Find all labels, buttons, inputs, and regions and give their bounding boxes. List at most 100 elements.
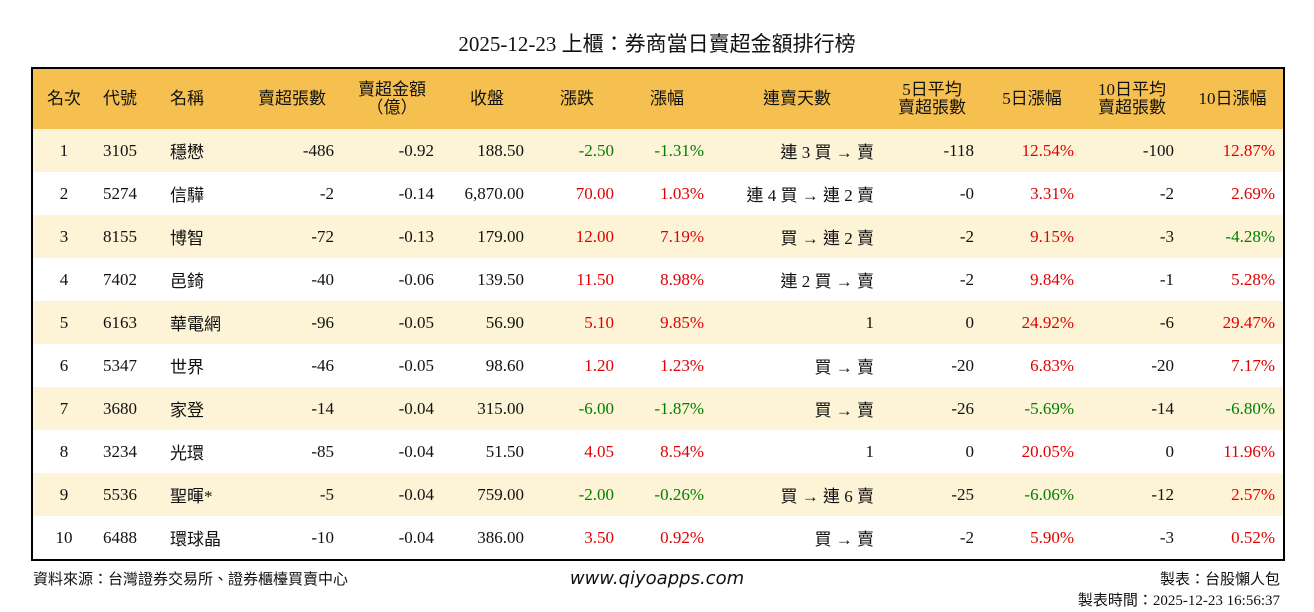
- table-cell: 連 4 買 → 連 2 賣: [746, 186, 875, 205]
- table-cell: -0.06: [398, 269, 434, 289]
- table-cell: -0.04: [398, 441, 434, 461]
- table-body: 1 3105 穩懋 -486 -0.92 188.50 -2.50 -1.31% 連 3 買 →…: [32, 129, 1284, 560]
- table-cell: 4: [59, 269, 69, 289]
- table-cell: 3: [32, 215, 95, 258]
- table-cell: 315.00: [442, 387, 532, 430]
- table-cell: 7402: [103, 269, 137, 289]
- table-cell: 24.92%: [982, 301, 1082, 344]
- table-cell: 0: [882, 301, 982, 344]
- header-line: 5日漲幅: [1002, 89, 1062, 108]
- header-cell: 10日平均 賣超張數: [1082, 68, 1182, 129]
- table-cell: -2.50: [532, 129, 622, 172]
- table-cell: 買 → 連 6 賣: [712, 473, 882, 516]
- table-cell: -100: [1082, 129, 1182, 172]
- table-cell: 51.50: [485, 441, 524, 461]
- table-cell: 連 3 買 → 賣: [712, 129, 882, 172]
- table-row: 7 3680 家登 -14 -0.04 315.00 -6.00 -1.87% 買 → 賣 -26…: [32, 387, 1284, 430]
- table-cell: -0: [959, 183, 974, 203]
- ranking-table: 名次 代號 名稱 賣超張數 賣超金額 （億） 收盤 漲跌 漲幅 連賣天數 5日平均 賣超張數 5日漲幅 1…: [31, 67, 1285, 561]
- table-cell: 5347: [103, 355, 137, 375]
- table-cell: -14: [242, 387, 342, 430]
- table-cell: -14: [1082, 387, 1182, 430]
- table-cell: -5: [242, 473, 342, 516]
- table-cell: 買 → 連 2 賣: [712, 215, 882, 258]
- header-line: 連賣天數: [763, 89, 831, 108]
- table-cell: -26: [882, 387, 982, 430]
- site: www.qiyoapps.com: [569, 568, 745, 589]
- table-row: 9 5536 聖暉* -5 -0.04 759.00 -2.00 -0.26% 買 → 連 6 …: [32, 473, 1284, 516]
- header-line: （億）: [366, 98, 418, 117]
- table-cell: -12: [1082, 473, 1182, 516]
- table-cell: 家登: [162, 387, 242, 430]
- header-cell: 5日平均 賣超張數: [882, 68, 982, 129]
- table-cell: 98.60: [485, 355, 524, 375]
- table-cell: -0.92: [342, 129, 442, 172]
- table-cell: 9.15%: [982, 215, 1082, 258]
- table-cell: 買 → 賣: [712, 387, 882, 430]
- table-cell: -2.00: [532, 473, 622, 516]
- header-line: 10日漲幅: [1198, 89, 1267, 108]
- table-cell: -85: [311, 441, 334, 461]
- table-cell: 4.05: [584, 441, 614, 461]
- table-row: 8 3234 光環 -85 -0.04 51.50 4.05 8.54% 1 0 20.05% 0 11…: [32, 430, 1284, 473]
- table-cell: 3680: [95, 387, 162, 430]
- header-cell: 連賣天數: [712, 68, 882, 129]
- header-cell: 收盤: [442, 68, 532, 129]
- table-cell: 12.54%: [982, 129, 1082, 172]
- table-row: 3 8155 博智 -72 -0.13 179.00 12.00 7.19% 買 → 連 2 賣…: [32, 215, 1284, 258]
- table-cell: -6.00: [532, 387, 622, 430]
- header-line: 漲幅: [650, 89, 684, 108]
- title: 2025-12-23 上櫃：券商當日賣超金額排行榜: [458, 32, 856, 56]
- header-cell: 代號: [95, 68, 162, 129]
- table-row: 6 5347 世界 -46 -0.05 98.60 1.20 1.23% 買 → 賣 -20 6.8…: [32, 344, 1284, 387]
- table-cell: 博智: [162, 215, 242, 258]
- table-cell: 3234: [103, 441, 137, 461]
- table-cell: 華電網: [162, 301, 242, 344]
- header-cell: 5日漲幅: [982, 68, 1082, 129]
- header-cell: 漲跌: [532, 68, 622, 129]
- header-line: 賣超金額: [358, 80, 426, 99]
- table-cell: -0.14: [398, 183, 434, 203]
- table-cell: -4.28%: [1182, 215, 1284, 258]
- table-cell: 6163: [95, 301, 162, 344]
- table-cell: 6: [59, 355, 69, 375]
- table-cell: -2: [959, 527, 974, 547]
- table-cell: -46: [311, 355, 334, 375]
- header-line: 名稱: [170, 89, 204, 108]
- table-cell: 5: [32, 301, 95, 344]
- header-line: 10日平均: [1098, 80, 1166, 99]
- table-cell: -0.05: [398, 355, 434, 375]
- table-row: 2 5274 信驊 -2 -0.14 6,870.00 70.00 1.03% 連 4 買 → …: [32, 172, 1284, 215]
- table-row: 1 3105 穩懋 -486 -0.92 188.50 -2.50 -1.31% 連 3 買 →…: [32, 129, 1284, 172]
- table-cell: -0.04: [398, 527, 434, 547]
- table-cell: 56.90: [442, 301, 532, 344]
- table-cell: 29.47%: [1182, 301, 1284, 344]
- table-cell: 11.50: [576, 269, 614, 289]
- table-cell: 11.96%: [1223, 441, 1275, 461]
- table-cell: -6: [1082, 301, 1182, 344]
- table-cell: 0.52%: [1231, 527, 1275, 547]
- table-cell: 12.00: [532, 215, 622, 258]
- table-cell: -20: [1151, 355, 1174, 375]
- header-cell: 名稱: [162, 68, 242, 129]
- table-cell: 9.84%: [1030, 269, 1074, 289]
- header-cell: 賣超張數: [242, 68, 342, 129]
- table-cell: 穩懋: [162, 129, 242, 172]
- table-cell: 2: [59, 183, 69, 203]
- table-cell: 8.54%: [660, 441, 704, 461]
- table-cell: 759.00: [442, 473, 532, 516]
- table-cell: 環球晶: [170, 530, 221, 549]
- table-cell: 9: [32, 473, 95, 516]
- header-cell: 賣超金額 （億）: [342, 68, 442, 129]
- table-cell: 12.87%: [1182, 129, 1284, 172]
- table-cell: 20.05%: [1021, 441, 1074, 461]
- table-cell: -3: [1159, 527, 1174, 547]
- table-cell: 188.50: [442, 129, 532, 172]
- table-cell: 1: [712, 301, 882, 344]
- table-cell: 70.00: [575, 183, 614, 203]
- table-cell: 10: [55, 527, 73, 547]
- header-line: 名次: [47, 89, 81, 108]
- header-line: 5日平均: [902, 80, 962, 99]
- table-cell: 5.28%: [1231, 269, 1275, 289]
- table-cell: 1: [32, 129, 95, 172]
